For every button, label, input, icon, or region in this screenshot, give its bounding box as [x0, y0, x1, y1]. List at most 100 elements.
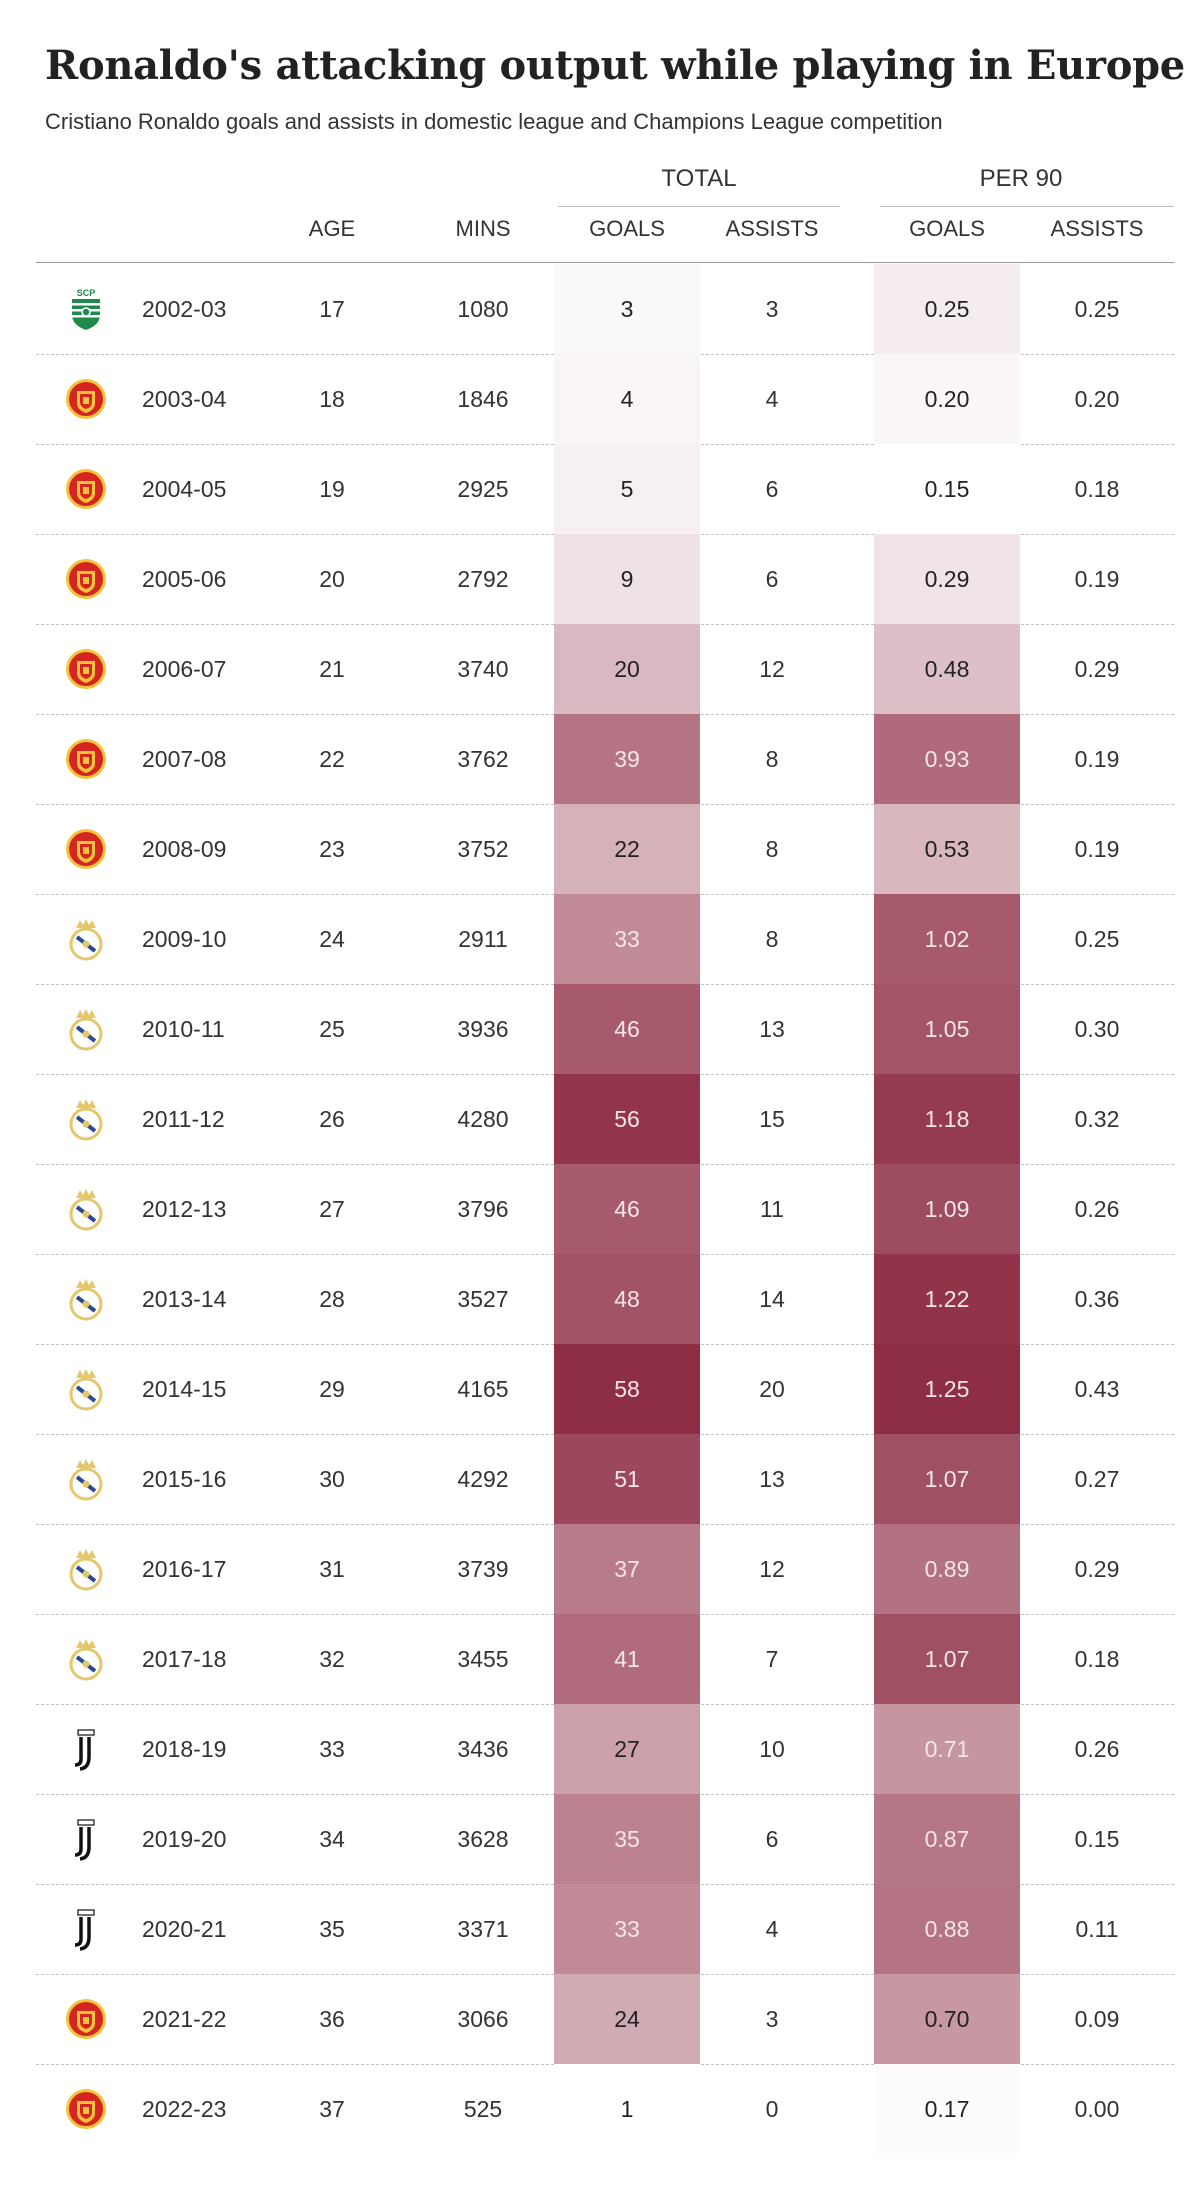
cell-assists: 0: [765, 2096, 779, 2122]
table-row: 2009-10 24 2911 33 8 1.02 0.25: [36, 894, 1174, 985]
table-row: 2016-17 31 3739 37 12 0.89 0.29: [36, 1524, 1174, 1615]
column-header-goals-per90: GOALS: [909, 216, 985, 241]
cell-season: 2022-23: [142, 2096, 227, 2122]
cell-mins: 4165: [457, 1376, 509, 1402]
table-row: 2004-05 19 2925 5 6 0.15 0.18: [36, 444, 1174, 535]
cell-mins: 525: [463, 2096, 503, 2122]
real-madrid-crest-icon: [69, 1279, 103, 1321]
manchester-united-crest-icon: [66, 559, 106, 599]
manchester-united-crest-icon: [66, 1999, 106, 2039]
cell-goals: 5: [554, 444, 700, 534]
cell-goals-per90: 0.48: [874, 624, 1020, 714]
group-rule-per90: [880, 206, 1174, 207]
cell-age: 37: [319, 2096, 345, 2122]
cell-assists-per90: 0.29: [1074, 656, 1120, 682]
cell-goals-per90: 0.70: [874, 1974, 1020, 2064]
cell-season: 2015-16: [142, 1466, 227, 1492]
cell-goals: 22: [554, 804, 700, 894]
cell-assists-per90: 0.30: [1074, 1016, 1120, 1042]
cell-goals: 39: [554, 714, 700, 804]
cell-season: 2012-13: [142, 1196, 227, 1222]
cell-age: 20: [319, 566, 345, 592]
real-madrid-crest-icon: [69, 1099, 103, 1141]
cell-goals: 24: [554, 1974, 700, 2064]
sporting-cp-crest-icon: SCP: [72, 288, 100, 330]
cell-goals-per90: 0.29: [874, 534, 1020, 624]
cell-goals: 4: [554, 354, 700, 444]
chart-subtitle: Cristiano Ronaldo goals and assists in d…: [45, 109, 943, 134]
cell-season: 2002-03: [142, 296, 227, 322]
table-row: 2020-21 35 3371 33 4 0.88 0.11: [36, 1884, 1174, 1975]
column-header-assists: ASSISTS: [725, 216, 819, 241]
cell-mins: 2925: [457, 476, 509, 502]
cell-mins: 3436: [457, 1736, 509, 1762]
cell-assists-per90: 0.27: [1074, 1466, 1120, 1492]
group-rule-total: [558, 206, 840, 207]
real-madrid-crest-icon: [69, 1009, 103, 1051]
cell-assists: 3: [765, 296, 779, 322]
cell-age: 35: [319, 1916, 345, 1942]
table-row: 2006-07 21 3740 20 12 0.48 0.29: [36, 624, 1174, 715]
table-row: 2008-09 23 3752 22 8 0.53 0.19: [36, 804, 1174, 895]
table-row: 2015-16 30 4292 51 13 1.07 0.27: [36, 1434, 1174, 1525]
cell-assists: 7: [765, 1646, 779, 1672]
manchester-united-crest-icon: [66, 469, 106, 509]
cell-mins: 3066: [457, 2006, 509, 2032]
cell-goals-per90: 1.18: [874, 1074, 1020, 1164]
cell-season: 2018-19: [142, 1736, 227, 1762]
cell-season: 2014-15: [142, 1376, 227, 1402]
cell-age: 32: [319, 1646, 345, 1672]
header-rule: [36, 262, 1174, 263]
table-row: 2018-19 33 3436 27 10 0.71 0.26: [36, 1704, 1174, 1795]
cell-goals-per90: 0.71: [874, 1704, 1020, 1794]
column-header-goals: GOALS: [589, 216, 665, 241]
cell-mins: 3762: [457, 746, 509, 772]
cell-season: 2016-17: [142, 1556, 227, 1582]
juventus-crest-icon: [74, 1729, 95, 1771]
cell-season: 2007-08: [142, 746, 227, 772]
manchester-united-crest-icon: [66, 649, 106, 689]
cell-goals-per90: 0.88: [874, 1884, 1020, 1974]
cell-season: 2008-09: [142, 836, 227, 862]
cell-age: 27: [319, 1196, 345, 1222]
cell-goals-per90: 1.07: [874, 1434, 1020, 1524]
cell-age: 17: [319, 296, 345, 322]
juventus-crest-icon: [74, 1909, 95, 1951]
cell-age: 23: [319, 836, 345, 862]
cell-goals: 9: [554, 534, 700, 624]
cell-age: 28: [319, 1286, 345, 1312]
table-row: 2003-04 18 1846 4 4 0.20 0.20: [36, 354, 1174, 445]
cell-age: 19: [319, 476, 345, 502]
cell-age: 31: [319, 1556, 345, 1582]
cell-age: 22: [319, 746, 345, 772]
juventus-crest-icon: [74, 1819, 95, 1861]
chart-title: Ronaldo's attacking output while playing…: [45, 42, 1185, 89]
table-row: 2007-08 22 3762 39 8 0.93 0.19: [36, 714, 1174, 805]
cell-goals: 20: [554, 624, 700, 714]
cell-goals-per90: 1.05: [874, 984, 1020, 1074]
cell-assists: 8: [765, 926, 779, 952]
cell-goals-per90: 1.22: [874, 1254, 1020, 1344]
cell-goals-per90: 0.53: [874, 804, 1020, 894]
cell-assists-per90: 0.26: [1074, 1736, 1120, 1762]
cell-goals: 1: [554, 2064, 700, 2154]
cell-assists: 12: [759, 1556, 785, 1582]
cell-goals-per90: 1.25: [874, 1344, 1020, 1434]
cell-mins: 3739: [457, 1556, 509, 1582]
cell-assists-per90: 0.19: [1074, 566, 1120, 592]
cell-assists: 13: [759, 1466, 785, 1492]
cell-assists: 13: [759, 1016, 785, 1042]
cell-mins: 4280: [457, 1106, 509, 1132]
cell-assists-per90: 0.18: [1074, 476, 1120, 502]
cell-goals-per90: 1.09: [874, 1164, 1020, 1254]
group-header-per90: PER 90: [979, 165, 1063, 192]
cell-goals: 51: [554, 1434, 700, 1524]
cell-mins: 3752: [457, 836, 509, 862]
real-madrid-crest-icon: [69, 1639, 103, 1681]
cell-goals-per90: 0.93: [874, 714, 1020, 804]
cell-goals: 58: [554, 1344, 700, 1434]
cell-goals: 35: [554, 1794, 700, 1884]
cell-mins: 3527: [457, 1286, 509, 1312]
cell-mins: 2911: [458, 926, 508, 952]
cell-goals-per90: 0.89: [874, 1524, 1020, 1614]
